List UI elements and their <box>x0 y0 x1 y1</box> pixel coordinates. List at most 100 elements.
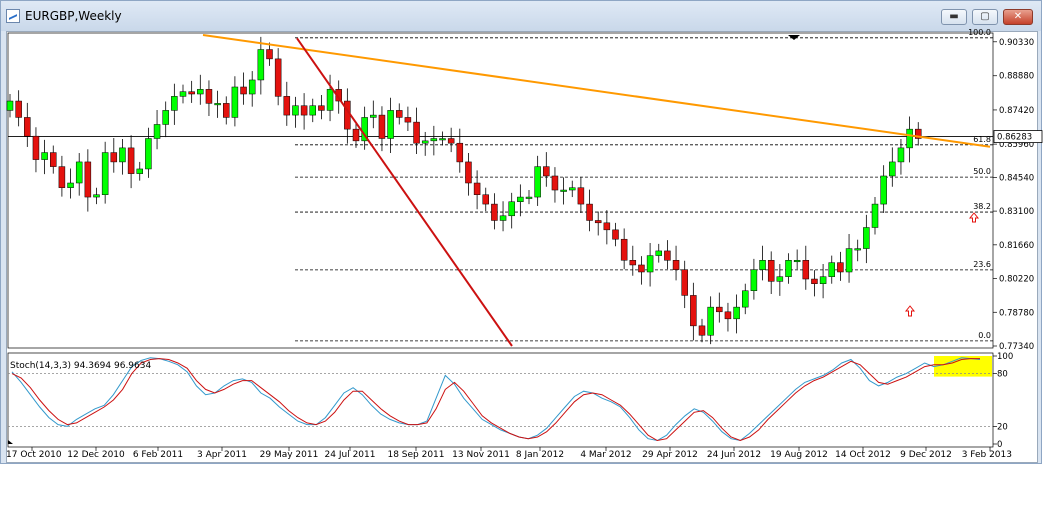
candle-body <box>543 166 550 177</box>
candle-body <box>664 250 671 261</box>
candle-body <box>594 220 602 224</box>
candle-body <box>378 114 386 139</box>
candle-body <box>802 260 810 280</box>
candle-body <box>171 96 178 111</box>
candle-body <box>387 110 394 139</box>
candle-body <box>560 189 567 192</box>
candle-body <box>698 325 706 336</box>
candle-body <box>828 262 835 277</box>
candle-body <box>897 147 905 163</box>
stoch-pane-border <box>7 352 994 448</box>
price-axis-label: 0.78780 <box>999 308 1034 318</box>
candle-body <box>421 140 429 144</box>
current-price-box <box>993 130 1043 143</box>
candle-body <box>750 269 758 291</box>
candle-body <box>456 142 464 163</box>
candle-body <box>101 152 109 195</box>
up-arrow-icon <box>904 305 916 317</box>
candle-body <box>646 255 654 273</box>
candle-body <box>785 260 792 277</box>
chart-window-icon <box>6 9 20 23</box>
candle-body <box>162 110 169 125</box>
fibonacci-level-label: 38.2 <box>973 202 991 211</box>
candle-body <box>465 161 472 184</box>
time-axis-label: 29 Apr 2012 <box>642 450 698 460</box>
candle-body <box>127 147 135 174</box>
price-axis-label: 0.88880 <box>999 72 1034 82</box>
candle-body <box>525 196 533 199</box>
candle-body <box>655 250 662 256</box>
time-axis-label: 14 Oct 2012 <box>835 450 891 460</box>
candle-body <box>205 89 213 104</box>
candle-body <box>534 166 541 198</box>
time-axis-label: 12 Dec 2010 <box>67 450 125 460</box>
candle-body <box>300 105 308 116</box>
price-axis-label: 0.84540 <box>999 173 1034 183</box>
stoch-axis-label: 0 <box>997 440 1002 450</box>
candle-body <box>179 91 187 97</box>
price-axis-label: 0.83100 <box>999 207 1034 217</box>
price-axis-label: 0.90330 <box>999 38 1034 48</box>
price-pane-border <box>7 32 994 349</box>
candle-body <box>15 100 22 118</box>
candle-body <box>811 278 818 284</box>
time-axis-label: 24 Jun 2012 <box>707 450 761 460</box>
price-axis-label: 0.81660 <box>999 241 1034 251</box>
candle-body <box>370 114 377 118</box>
candle-body <box>93 194 100 198</box>
candle-body <box>915 128 922 139</box>
candle-body <box>577 187 585 205</box>
price-axis-label: 0.77340 <box>999 342 1034 352</box>
candle-body <box>742 290 749 308</box>
candle-body <box>819 276 827 284</box>
time-axis-label: 17 Oct 2010 <box>6 450 62 460</box>
candle-body <box>309 105 316 116</box>
close-button[interactable]: ✕ <box>1003 9 1033 25</box>
title-bar[interactable]: EURGBP,Weekly ▬ ▢ ✕ <box>1 1 1041 31</box>
top-marker-triangle <box>788 35 800 40</box>
restore-button[interactable]: ▢ <box>972 9 998 25</box>
candle-body <box>871 203 879 228</box>
candle-body <box>110 152 118 163</box>
time-axis-label: 4 Mar 2012 <box>580 450 631 460</box>
time-axis-label: 19 Aug 2012 <box>770 450 828 460</box>
time-axis-label: 6 Feb 2011 <box>133 450 183 460</box>
candle-body <box>482 194 489 205</box>
time-axis-label: 24 Jul 2011 <box>325 450 376 460</box>
candle-body <box>24 117 31 137</box>
time-axis-label: 9 Dec 2012 <box>900 450 952 460</box>
candle-body <box>6 100 14 111</box>
candle-body <box>50 152 57 167</box>
candle-body <box>612 229 619 240</box>
candle-body <box>672 260 680 270</box>
stoch-main-line <box>11 357 981 442</box>
candle-body <box>58 166 66 188</box>
minimize-button[interactable]: ▬ <box>941 9 967 25</box>
fibonacci-level-label: 61.8 <box>973 135 991 144</box>
candle-body <box>274 58 282 97</box>
candle-body <box>214 103 221 106</box>
candle-body <box>863 227 870 249</box>
downward-trendline <box>296 37 513 347</box>
candle-body <box>793 260 801 263</box>
candle-body <box>153 124 161 139</box>
time-axis-label: 18 Sep 2011 <box>387 450 444 460</box>
candle-body <box>188 91 195 95</box>
candle-body <box>84 161 92 198</box>
candle-body <box>906 128 913 149</box>
stoch-axis-label: 100 <box>997 352 1013 362</box>
candle-body <box>396 110 403 118</box>
candle-body <box>266 49 273 60</box>
stoch-signal-line <box>11 358 980 442</box>
candle-body <box>759 260 766 270</box>
candle-body <box>231 86 239 118</box>
candle-body <box>136 168 143 174</box>
current-price-label: 0.86283 <box>997 133 1032 143</box>
candle-body <box>620 238 628 261</box>
candle-body <box>439 138 446 141</box>
candle-body <box>41 152 48 160</box>
time-axis-label: 29 May 2011 <box>260 450 319 460</box>
resistance-trendline <box>202 34 991 148</box>
candle-body <box>586 203 593 221</box>
